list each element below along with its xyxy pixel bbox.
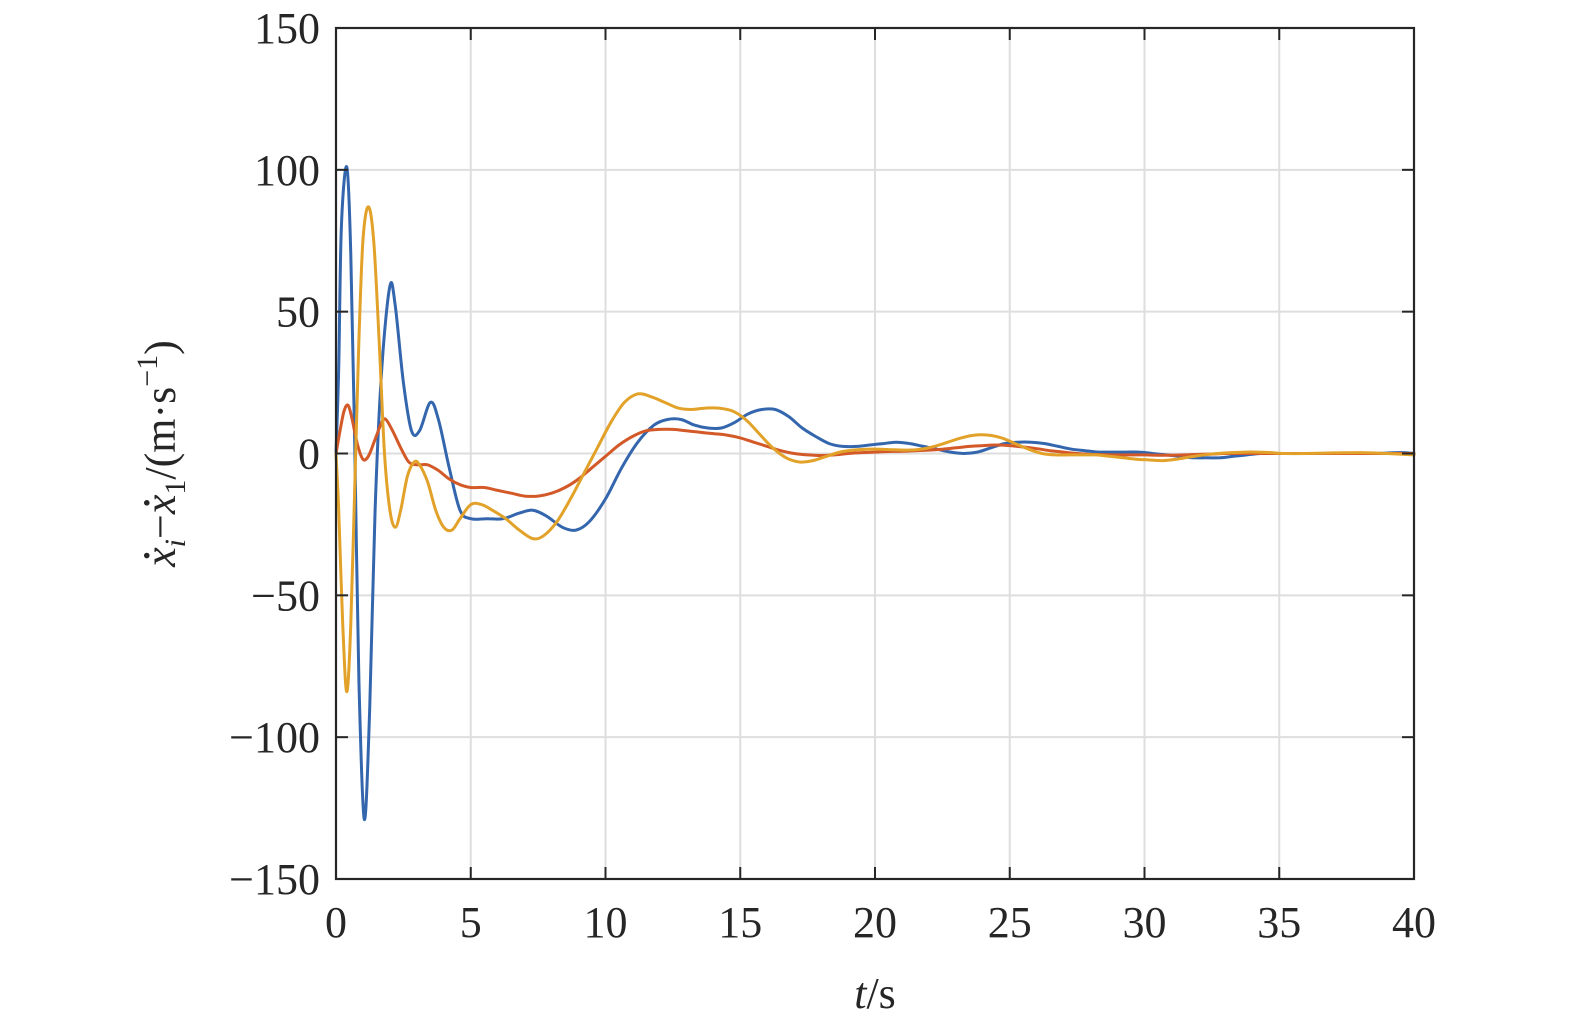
y-label-unit-close: ) — [136, 340, 185, 355]
y-tick-labels: −150 −100 −50 0 50 100 150 — [229, 4, 320, 904]
y-tick-label: −150 — [229, 855, 320, 904]
y-tick-label: −50 — [251, 571, 320, 620]
y-label-minus: − — [136, 514, 185, 539]
y-label-sub-i: i — [159, 539, 192, 547]
x-axis-label-unit: /s — [866, 969, 895, 1018]
y-tick-label: 50 — [276, 288, 320, 337]
x-tick-label: 35 — [1257, 898, 1301, 947]
x-tick-labels: 0 5 10 15 20 25 30 35 40 — [325, 898, 1436, 947]
x-tick-label: 5 — [460, 898, 482, 947]
x-tick-label: 15 — [718, 898, 762, 947]
x-tick-label: 40 — [1392, 898, 1436, 947]
x-tick-label: 10 — [584, 898, 628, 947]
derivative-dot — [143, 552, 150, 559]
y-label-sup: −1 — [131, 355, 164, 387]
svg-text:xi−x1/(m·s−1): xi−x1/(m·s−1) — [131, 340, 192, 568]
series-layer — [334, 165, 1416, 821]
x-tick-label: 30 — [1123, 898, 1167, 947]
y-tick-label: 0 — [298, 430, 320, 479]
y-tick-label: 150 — [254, 4, 320, 53]
y-label-sub-1: 1 — [159, 480, 192, 495]
y-label-unit-open: /(m·s — [136, 387, 185, 480]
y-axis-label: xi−x1/(m·s−1) — [131, 340, 192, 568]
x-tick-label: 20 — [853, 898, 897, 947]
series-line-2 — [334, 403, 1416, 498]
x-tick-label: 25 — [988, 898, 1032, 947]
derivative-dot — [143, 500, 150, 506]
y-label-x-i: x — [136, 547, 185, 568]
y-label-x-1: x — [136, 494, 185, 515]
x-tick-label: 0 — [325, 898, 347, 947]
x-axis-label: t/s — [854, 969, 896, 1018]
ticks — [335, 27, 1415, 880]
y-tick-label: 100 — [254, 146, 320, 195]
y-tick-label: −100 — [229, 713, 320, 762]
series-line-3 — [334, 205, 1416, 694]
x-axis-label-variable: t — [854, 969, 868, 1018]
